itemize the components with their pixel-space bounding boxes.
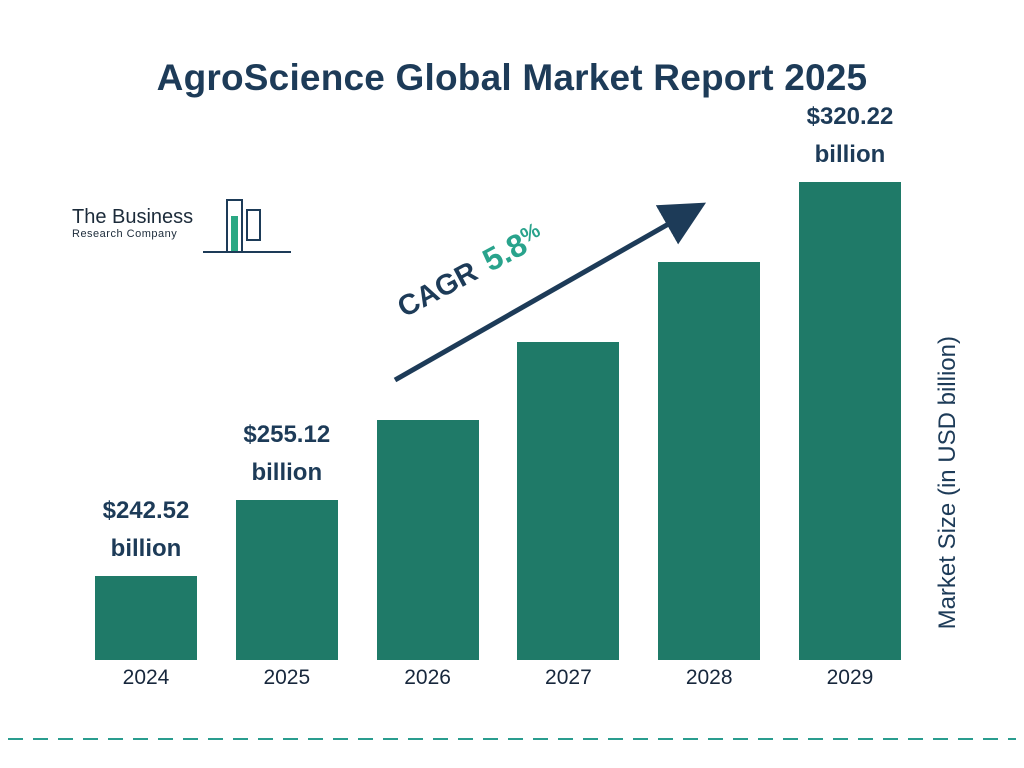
- x-axis-label-2029: 2029: [826, 666, 874, 689]
- bar-value-label-2025: $255.12 billion: [243, 421, 331, 486]
- bar-value-label-2029: $320.22 billion: [806, 103, 894, 168]
- bar-2024: [95, 576, 197, 660]
- bar-column-2026: [376, 420, 479, 660]
- y-axis-label: Market Size (in USD billion): [934, 336, 961, 630]
- x-axis-label-2028: 2028: [685, 666, 733, 689]
- logo: The Business Research Company: [72, 198, 293, 260]
- logo-text-line2: Research Company: [72, 228, 178, 240]
- bar-2027: [517, 342, 620, 660]
- bar-value-label-2024: $242.52 billion: [102, 497, 190, 562]
- x-axis-label-2026: 2026: [404, 666, 451, 689]
- bar-column-2028: [658, 262, 761, 660]
- bar-column-2029: $320.22 billion: [798, 98, 901, 660]
- bar-2029: [798, 182, 901, 660]
- logo-text: The Business Research Company: [72, 206, 193, 240]
- bar-2025: [235, 500, 338, 660]
- bar-2028: [658, 262, 761, 660]
- x-axis-label-2024: 2024: [122, 666, 170, 689]
- bar-chart: $242.52 billion $255.12 billion $320.22 billi…: [95, 88, 901, 660]
- x-axis-label-2025: 2025: [263, 666, 311, 689]
- bar-column-2025: $255.12 billion: [235, 416, 338, 660]
- bottom-dashed-line: [8, 738, 1016, 740]
- logo-bars-icon: [203, 199, 292, 253]
- logo-text-line1: The Business: [72, 206, 194, 228]
- page-title: AgroScience Global Market Report 2025: [156, 56, 868, 98]
- bar-column-2024: $242.52 billion: [95, 492, 197, 660]
- cagr-trend-arrow: [393, 202, 707, 383]
- bar-column-2027: [517, 342, 620, 660]
- x-axis-labels: 2024 2025 2026 2027 2028 2029: [95, 666, 901, 690]
- x-axis-label-2027: 2027: [545, 666, 592, 689]
- bar-2026: [376, 420, 479, 660]
